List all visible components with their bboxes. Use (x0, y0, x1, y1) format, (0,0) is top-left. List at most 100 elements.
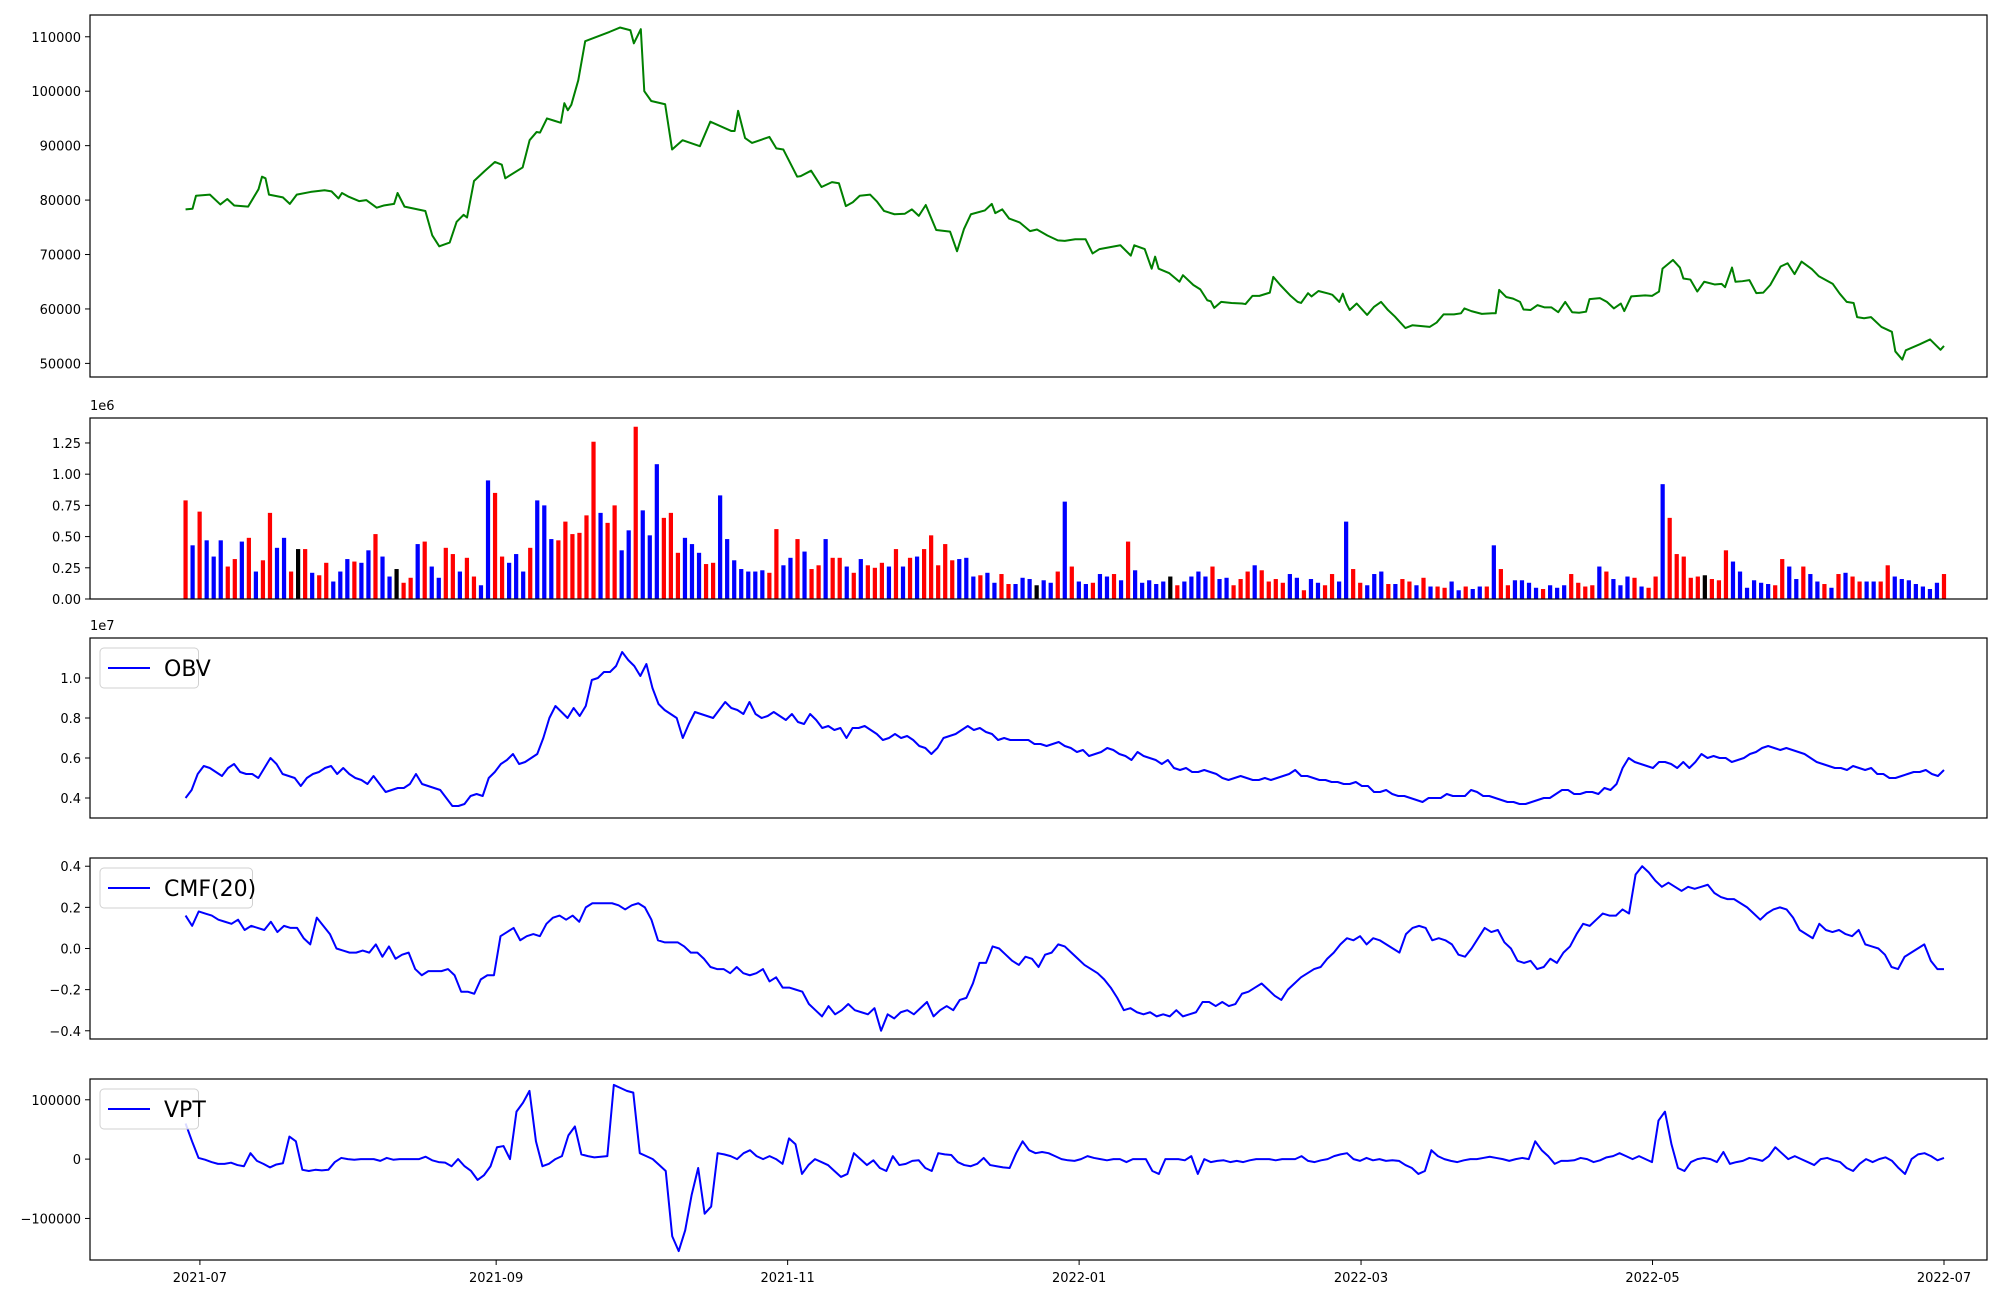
volume-bar (710, 562, 716, 599)
volume-bar (246, 537, 251, 599)
volume-bar (288, 571, 294, 599)
x-tick-label: 2022-03 (1334, 1271, 1388, 1286)
volume-bar (570, 534, 575, 599)
volume-bar (809, 569, 814, 599)
volume-bar (914, 556, 920, 599)
volume-bar (1927, 589, 1933, 599)
y-tick-label: −100000 (20, 1212, 81, 1227)
volume-bar (1344, 521, 1349, 599)
volume-bar (1660, 484, 1665, 599)
volume-bar (1667, 517, 1672, 599)
volume-bar (1498, 569, 1503, 599)
y-tick-label: 0.6 (60, 752, 81, 767)
volume-bar (1850, 576, 1855, 599)
volume-bar (781, 565, 786, 599)
volume-bar (1358, 582, 1363, 599)
volume-bar (837, 557, 842, 599)
volume-bar (900, 566, 906, 599)
volume-bar (1351, 569, 1356, 599)
x-tick-label: 2021-07 (173, 1271, 227, 1286)
y-tick-label: 100000 (31, 1094, 81, 1109)
volume-bar (907, 557, 913, 599)
volume-bar (1716, 580, 1722, 599)
volume-bar (985, 572, 990, 599)
volume-bar (556, 540, 561, 599)
volume-bar (788, 557, 793, 599)
volume-bar (1118, 580, 1124, 599)
volume-bar (1773, 585, 1778, 599)
x-tick-label: 2022-05 (1625, 1271, 1679, 1286)
volume-bar (1941, 574, 1947, 599)
axes-frame (89, 857, 1988, 1040)
volume-bar (1456, 590, 1461, 599)
volume-bar (1196, 571, 1201, 599)
volume-bar (1294, 577, 1299, 599)
volume-bar (1280, 582, 1285, 599)
volume-bar (507, 562, 512, 599)
volume-bar (830, 557, 835, 599)
volume-bar (225, 566, 230, 599)
volume-bar (1562, 585, 1567, 599)
y-tick-label: −0.2 (49, 984, 81, 999)
volume-bar (253, 571, 259, 599)
volume-bar (331, 581, 336, 599)
y-tick-label: 90000 (40, 140, 81, 155)
volume-bar (1210, 566, 1215, 599)
volume-bar (1435, 586, 1440, 599)
volume-bar (1611, 579, 1616, 599)
volume-bar (1266, 581, 1271, 599)
volume-bar (303, 549, 308, 599)
volume-bar (661, 517, 666, 599)
volume-bar (1526, 582, 1532, 599)
volume-bar (760, 570, 765, 599)
volume-bar (450, 554, 455, 599)
axis-offset-label: 1e6 (90, 399, 115, 414)
volume-bar (1308, 579, 1314, 599)
volume-bar (1632, 577, 1637, 599)
volume-bar (844, 566, 849, 599)
obv-panel: 0.4 0.6 0.8 1.0 1e7 OBV (60, 619, 1988, 819)
volume-bar (1519, 580, 1525, 599)
volume-bar (1885, 565, 1890, 599)
volume-bar (1133, 570, 1138, 599)
volume-bar (1766, 584, 1771, 599)
volume-bar (816, 565, 821, 599)
volume-bar (1801, 566, 1806, 599)
y-tick-label: 0 (73, 1153, 81, 1168)
volume-bar (464, 557, 470, 599)
volume-bar (1625, 576, 1630, 599)
volume-bar (1168, 576, 1173, 599)
volume-bar (1646, 587, 1651, 599)
volume-bar (1189, 576, 1194, 599)
volume-bar (929, 535, 934, 599)
volume-bar (535, 500, 540, 599)
volume-bar (1224, 577, 1229, 599)
volume-bar (1808, 574, 1813, 599)
volume-bar (1505, 585, 1511, 599)
volume-bar (401, 582, 406, 599)
volume-bar (1533, 587, 1539, 599)
volume-bar (795, 539, 800, 599)
volume-bar (197, 511, 202, 599)
volume-bar (1906, 580, 1911, 599)
volume-bar (598, 512, 603, 599)
volume-bar (1815, 581, 1820, 599)
volume-bar (1252, 565, 1257, 599)
volume-bar (274, 547, 280, 599)
axes-frame (89, 1078, 1988, 1261)
volume-bar (1104, 576, 1110, 599)
volume-bar (725, 539, 730, 599)
volume-bar (802, 551, 807, 599)
volume-bar (1336, 581, 1342, 599)
cmf-panel: −0.4 −0.2 0.0 0.2 0.4 CMF(20) (49, 857, 1988, 1040)
volume-bar (682, 537, 688, 599)
axes-frame (89, 14, 1988, 378)
volume-bar (1315, 582, 1321, 599)
y-tick-label: 0.75 (52, 499, 81, 514)
volume-bar (485, 480, 491, 599)
volume-bar (1006, 584, 1011, 599)
volume-bar (1273, 579, 1278, 599)
volume-panel: 0.00 0.25 0.50 0.75 1.00 1.25 1e6 (52, 399, 1988, 608)
volume-bar (1083, 584, 1088, 599)
volume-bar (626, 530, 631, 599)
